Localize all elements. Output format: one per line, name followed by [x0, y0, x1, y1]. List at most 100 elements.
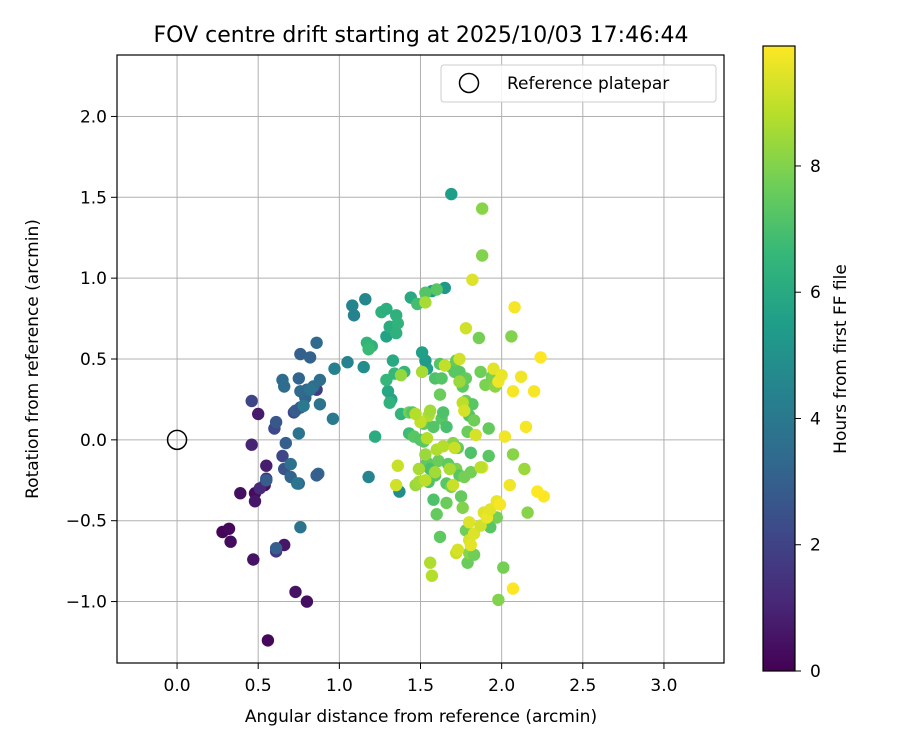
scatter-point [463, 516, 476, 529]
scatter-point [433, 388, 447, 401]
y-axis-label: Rotation from reference (arcmin) [23, 219, 43, 499]
scatter-point [394, 369, 408, 382]
scatter-point [508, 301, 521, 314]
scatter-point [292, 372, 305, 385]
scatter-point [310, 469, 323, 482]
scatter-point [245, 394, 258, 408]
scatter-point [347, 309, 361, 322]
y-tick-label: 1.5 [80, 188, 107, 208]
scatter-point [310, 336, 323, 349]
scatter-point [419, 296, 432, 309]
colorbar-gradient [762, 45, 796, 672]
scatter-point [294, 347, 307, 361]
scatter-point [505, 330, 518, 343]
scatter-point [495, 369, 508, 382]
scatter-point [451, 543, 464, 556]
colorbar-tick-label: 8 [810, 157, 821, 177]
scatter-point [467, 548, 481, 561]
y-tick-label: 0.5 [80, 350, 107, 370]
scatter-point [260, 474, 273, 487]
scatter-point [224, 535, 237, 548]
scatter-point [386, 354, 400, 367]
scatter-point [391, 317, 404, 330]
scatter-point [521, 506, 534, 519]
scatter-point [437, 406, 450, 419]
scatter-point [484, 521, 497, 534]
x-tick-label: 3.0 [650, 676, 677, 696]
scatter-point [419, 286, 432, 299]
colorbar-tick-label: 4 [810, 409, 821, 429]
scatter-point [368, 430, 382, 443]
scatter-point [534, 351, 547, 364]
scatter-point [440, 496, 453, 510]
colorbar-tick-label: 0 [810, 662, 821, 682]
legend: Reference platepar [440, 64, 717, 103]
scatter-point [313, 373, 327, 387]
scatter-point [472, 331, 486, 345]
scatter-point [362, 343, 375, 356]
scatter-point [303, 351, 317, 364]
scatter-point [453, 375, 466, 388]
scatter-point [425, 569, 439, 582]
scatter-point [474, 461, 487, 474]
scatter-point [222, 522, 236, 535]
x-tick-label: 1.0 [326, 676, 353, 696]
y-tick-label: 2.0 [80, 107, 107, 127]
scatter-point [424, 404, 437, 417]
scatter-point [412, 462, 426, 476]
legend-marker-reference [458, 72, 480, 94]
scatter-point [419, 448, 432, 461]
scatter-point [297, 399, 310, 413]
scatter-point [427, 420, 440, 434]
scatter-point [357, 360, 370, 374]
scatter-point [409, 407, 422, 421]
scatter-point [346, 299, 359, 312]
scatter-point [459, 322, 473, 335]
scatter-point [294, 521, 307, 534]
scatter-point [278, 380, 291, 393]
scatter-point [492, 593, 505, 607]
scatter-point [269, 542, 283, 555]
scatter-point [433, 530, 447, 544]
scatter-point [458, 404, 471, 417]
scatter-point [260, 459, 273, 472]
scatter-point [328, 362, 341, 375]
scatter-point [380, 302, 393, 316]
scatter-point [456, 501, 469, 514]
scatter-point [498, 430, 512, 443]
colorbar-tick-label: 6 [810, 283, 821, 303]
x-tick-label: 0.0 [164, 676, 191, 696]
scatter-point [503, 478, 516, 492]
legend-label-reference: Reference platepar [507, 74, 669, 94]
scatter-point [303, 383, 317, 396]
reference-point-marker [166, 429, 188, 451]
scatter-point [519, 420, 533, 434]
scatter-point [234, 487, 247, 500]
scatter-point [432, 454, 445, 468]
scatter-point [424, 556, 437, 569]
scatter-point [466, 273, 479, 286]
scatter-point [248, 495, 262, 508]
scatter-point [506, 385, 520, 398]
y-tick-label: −1.0 [66, 593, 107, 613]
colorbar-ticks: 0 2 4 6 8 [795, 157, 821, 682]
axis-ticks: 0.0 0.5 1.0 1.5 2.0 2.5 3.0 −1.0 −0.5 0.0 0.5 1.0 1.… [66, 107, 678, 696]
x-tick-label: 1.5 [407, 676, 434, 696]
scatter-point [359, 293, 372, 306]
scatter-point [437, 440, 450, 453]
scatter-point [284, 457, 297, 471]
scatter-point [443, 462, 456, 476]
scatter-point [440, 420, 453, 434]
scatter-point [427, 493, 440, 506]
scatter-point [448, 441, 461, 455]
scatter-point [261, 634, 275, 647]
scatter-point [419, 474, 432, 487]
scatter-point [493, 498, 507, 511]
scatter-point [415, 365, 429, 379]
scatter-point [362, 470, 375, 484]
scatter-point [467, 414, 481, 427]
x-tick-label: 2.0 [488, 676, 515, 696]
scatter-point [326, 412, 340, 425]
scatter-point [391, 459, 404, 472]
